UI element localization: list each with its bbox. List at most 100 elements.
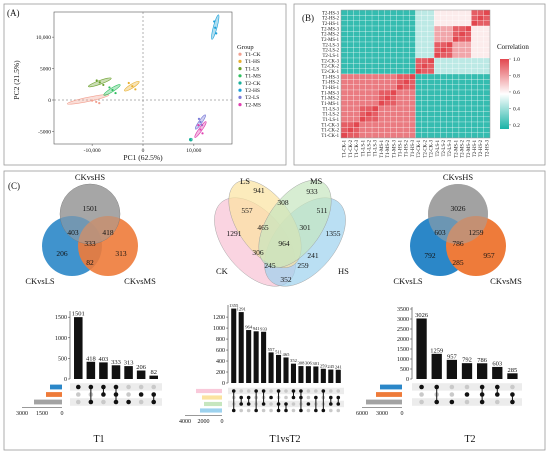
upset-matrix-dot [419,384,424,390]
upset-matrix-dot [336,408,341,413]
heatmap-cell [471,25,478,32]
panel-c: (C) CKvsHS CKvsLS CKvsMS 1501 206 313 40… [3,170,546,451]
venn4-ellipse-ms [258,180,332,268]
pca-point [111,88,114,92]
heatmap-cell [347,63,354,69]
heatmap-cell [477,52,484,59]
venn4-r-ck: 1291 [227,229,242,238]
heatmap-cell [471,84,478,91]
heatmap-cell [471,9,478,16]
heatmap-cell [359,105,366,112]
heatmap-cell [421,68,429,75]
heatmap-cell [402,132,410,139]
heatmap-cell [353,132,360,139]
venn-t2-region-hs-ms: 1259 [469,228,484,237]
heatmap-row-label: T2-HS-1 [322,22,340,27]
heatmap-cell [465,36,472,43]
heatmap-cell [409,41,416,48]
venn4-r-ls-ms: 308 [277,198,289,207]
heatmap-cell [452,31,460,37]
upset-bar [275,354,282,383]
heatmap-cell [471,89,478,96]
heatmap-cell [409,79,416,85]
heatmap-cell [415,84,422,91]
pca-point [214,26,217,29]
heatmap-cell [409,63,416,69]
heatmap-cell [427,127,435,133]
heatmap-cell [396,89,404,96]
heatmap-cell [378,25,385,32]
heatmap-cell [465,25,472,32]
heatmap-cell [409,95,416,101]
upset-bar-label: 964 [245,325,253,330]
pca-point [114,91,117,95]
pca-legend-swatch [238,74,242,78]
heatmap-cell [446,89,453,96]
heatmap-cell [446,100,453,107]
heatmap-row-label: T2-CK-1 [321,70,339,75]
heatmap-cell [340,57,348,64]
heatmap-cell [440,95,447,101]
heatmap-cell [471,95,478,101]
heatmap-cell [396,116,404,123]
venn4-r-hs-ls-ms: 301 [299,223,311,232]
heatmap-cell [353,25,360,32]
heatmap-row-label: T1-MS-2 [321,97,339,102]
heatmap-cell [353,41,360,48]
heatmap-cell [340,20,348,27]
heatmap-cell [465,100,472,107]
venn-t2: CKvsHS CKvsLS CKvsMS 3026 792 957 603 12… [393,172,522,286]
heatmap-cell [340,47,348,53]
heatmap-cell [347,111,354,117]
upset-y-tick-label: 0 [222,381,225,387]
heatmap-cell [378,63,385,69]
heatmap-row-label: T1-LS-1 [322,118,339,123]
heatmap-col-label: T1-LS-1 [361,139,366,156]
heatmap-cell [378,111,385,117]
heatmap-cell [434,57,441,64]
heatmap-row-label: T2-LS-3 [322,43,339,48]
heatmap-row-label: T1-LS-3 [322,107,339,112]
heatmap-cell [402,47,410,53]
upset-matrix-dot [464,384,470,390]
upset-bar [124,366,133,379]
heatmap-cell [359,79,366,85]
upset-bar-label: 1355 [229,303,239,308]
heatmap-cell [427,116,435,123]
heatmap-col-label: T2-LS-1 [436,139,441,156]
heatmap-cell [353,57,360,64]
heatmap-cell [446,79,453,85]
venn-t2-region-ms: 957 [483,251,495,260]
pca-point [102,83,105,87]
heatmap-cell [440,121,447,128]
upset-bar [261,331,267,383]
heatmap-cell [452,105,460,112]
heatmap-cell [396,79,404,85]
heatmap-cell [415,52,422,59]
pca-y-tick-label: 0 [48,98,51,104]
panel-b-label: (B) [302,13,314,23]
heatmap-row-label: T1-LS-2 [322,113,339,118]
venn-t2-region-ls-ms: 285 [452,258,464,267]
venn-t1-region-ls-ms: 82 [86,258,94,267]
heatmap-cell [465,31,472,37]
heatmap-cell [378,41,385,48]
heatmap-cell [365,89,373,96]
heatmap-cell [402,9,410,16]
heatmap-cell [371,41,379,48]
upset-t2-caption: T2 [464,434,475,445]
heatmap-cell [452,36,460,43]
heatmap-cell [446,57,453,64]
heatmap-cell [483,9,491,16]
heatmap-cell [434,9,441,16]
heatmap-cell [458,41,466,48]
heatmap-cell [471,100,478,107]
upset-bar-label: 206 [136,364,147,371]
heatmap-cell [440,132,447,139]
heatmap-cell [402,63,410,69]
heatmap-cell [353,47,360,53]
venn4-r-ck-ls-ms: 465 [257,223,269,232]
heatmap-cell [353,31,360,37]
heatmap-cell [365,31,373,37]
heatmap-cell [465,95,472,101]
